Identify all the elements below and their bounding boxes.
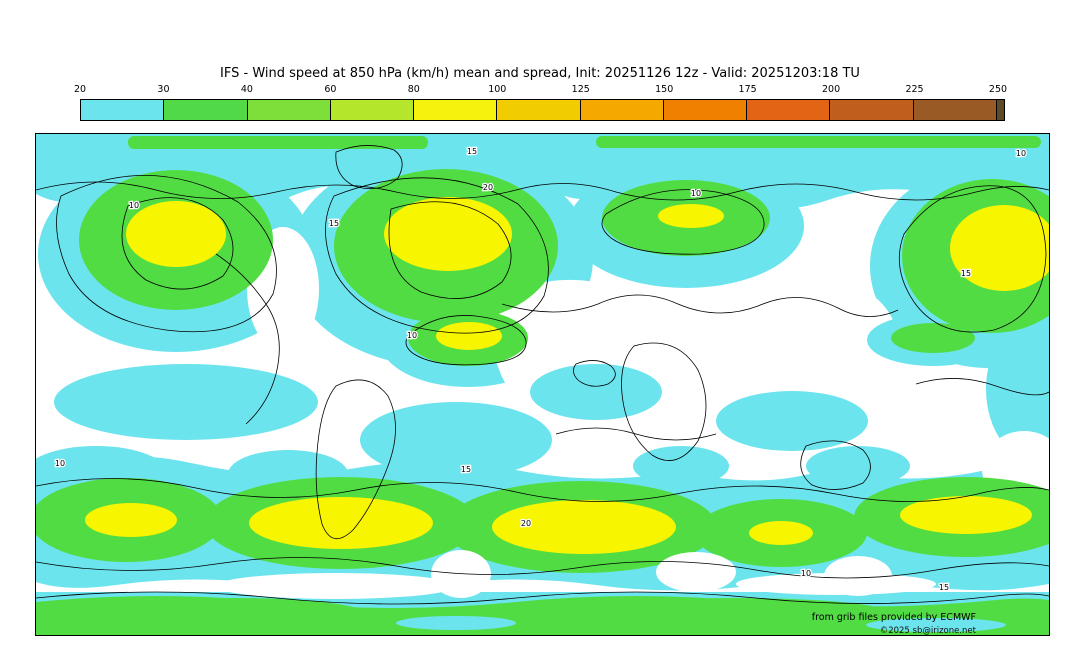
contour-label: 10 bbox=[55, 459, 65, 468]
colorbar-tick-label: 150 bbox=[655, 84, 674, 95]
contour-line bbox=[36, 478, 1049, 502]
colorbar-tick-label: 250 bbox=[988, 84, 1008, 95]
colorbar-segment bbox=[913, 100, 997, 120]
colorbar-segment bbox=[996, 100, 1004, 120]
colorbar-tick-label: 225 bbox=[905, 84, 924, 95]
colorbar-segments bbox=[80, 99, 1005, 121]
contour-label: 15 bbox=[329, 219, 339, 228]
colorbar-ticks: 20 30 40 60 80 100 125 150 175 200 225 250 bbox=[74, 84, 1008, 97]
coastline bbox=[800, 440, 871, 490]
world-map: 15 10 20 10 15 10 15 10 15 10 15 20 10 f… bbox=[35, 133, 1050, 636]
contour-line bbox=[36, 591, 1049, 605]
coastline bbox=[573, 360, 616, 387]
colorbar-tick-label: 100 bbox=[488, 84, 507, 95]
contour-label: 20 bbox=[521, 519, 531, 528]
coastline bbox=[501, 294, 899, 317]
wind-region-cyan bbox=[54, 364, 318, 440]
contour-label: 10 bbox=[801, 569, 811, 578]
wind-region-green bbox=[128, 136, 428, 149]
wind-region-cyan bbox=[530, 364, 662, 420]
contour-label: 15 bbox=[961, 269, 971, 278]
chart-title: IFS - Wind speed at 850 hPa (km/h) mean … bbox=[220, 66, 860, 81]
colorbar-segment bbox=[830, 100, 914, 120]
wind-region-cyan bbox=[396, 616, 516, 630]
contour-line bbox=[36, 181, 1049, 201]
coastline bbox=[315, 379, 396, 539]
attribution-copyright: ©2025 sb@irizone.net bbox=[880, 626, 977, 635]
colorbar-tick-label: 80 bbox=[407, 84, 420, 95]
wind-region-cyan bbox=[806, 446, 910, 486]
contour-line bbox=[601, 189, 765, 255]
contour-label: 15 bbox=[467, 147, 477, 156]
contour-line bbox=[915, 378, 1049, 396]
contour-label: 15 bbox=[939, 583, 949, 592]
contour-line bbox=[405, 315, 527, 366]
wind-region-yellow bbox=[384, 197, 512, 271]
contour-line bbox=[388, 201, 512, 299]
contour-label: 10 bbox=[691, 189, 701, 198]
calm-region bbox=[216, 573, 456, 599]
contour-label: 10 bbox=[1016, 149, 1026, 158]
coastline bbox=[335, 145, 403, 190]
wind-region-cyan bbox=[716, 391, 868, 451]
colorbar-segment bbox=[414, 100, 498, 120]
calm-region bbox=[656, 552, 736, 592]
colorbar-segment bbox=[663, 100, 748, 120]
wind-region-green bbox=[596, 136, 1041, 148]
contour-line bbox=[555, 427, 717, 441]
wind-region-yellow bbox=[950, 205, 1049, 291]
colorbar-segment bbox=[164, 100, 248, 120]
wind-region-yellow bbox=[900, 496, 1032, 534]
coastline bbox=[621, 342, 707, 461]
wind-region-yellow bbox=[126, 201, 226, 267]
contour-label: 15 bbox=[461, 465, 471, 474]
contour-line bbox=[121, 197, 234, 290]
wind-region-green bbox=[891, 323, 975, 353]
wind-region-cyan bbox=[986, 314, 1049, 464]
wind-region-cyan bbox=[36, 134, 1049, 210]
coastline bbox=[215, 253, 280, 425]
wind-region-cyan bbox=[633, 446, 729, 486]
wind-region-yellow bbox=[249, 497, 433, 549]
wind-region-cyan bbox=[866, 618, 1006, 632]
colorbar-segment bbox=[330, 100, 415, 120]
contour-label: 20 bbox=[483, 183, 493, 192]
wind-region-green bbox=[586, 598, 886, 626]
contour-line bbox=[898, 185, 1047, 333]
calm-region bbox=[824, 556, 892, 596]
colorbar-segment bbox=[81, 100, 165, 120]
colorbar-segment bbox=[747, 100, 831, 120]
wind-region-yellow bbox=[436, 322, 502, 350]
colorbar-tick-label: 60 bbox=[324, 84, 337, 95]
map-svg: 15 10 20 10 15 10 15 10 15 10 15 20 10 f… bbox=[36, 134, 1049, 635]
attribution-ecmwf: from grib files provided by ECMWF bbox=[812, 612, 976, 623]
contour-line bbox=[56, 175, 277, 333]
colorbar-tick-label: 175 bbox=[738, 84, 757, 95]
contour-label: 10 bbox=[129, 201, 139, 210]
colorbar-tick-label: 40 bbox=[240, 84, 253, 95]
colorbar-segment bbox=[497, 100, 581, 120]
colorbar-segment bbox=[580, 100, 664, 120]
colorbar-tick-label: 30 bbox=[157, 84, 170, 95]
contour-label: 10 bbox=[407, 331, 417, 340]
colorbar-tick-label: 125 bbox=[571, 84, 590, 95]
wind-region-yellow bbox=[85, 503, 177, 537]
colorbar: 20 30 40 60 80 100 125 150 175 200 225 250 bbox=[74, 84, 1007, 121]
wind-region-cyan bbox=[360, 402, 552, 478]
colorbar-tick-label: 20 bbox=[73, 84, 87, 95]
colorbar-segment bbox=[247, 100, 331, 120]
colorbar-tick-label: 200 bbox=[822, 84, 841, 95]
wind-region-green bbox=[106, 598, 366, 630]
wind-region-yellow bbox=[658, 204, 724, 228]
contour-line bbox=[36, 557, 1049, 579]
wind-region-yellow bbox=[492, 500, 676, 554]
wind-region-yellow bbox=[749, 521, 813, 545]
contour-line bbox=[325, 177, 549, 334]
